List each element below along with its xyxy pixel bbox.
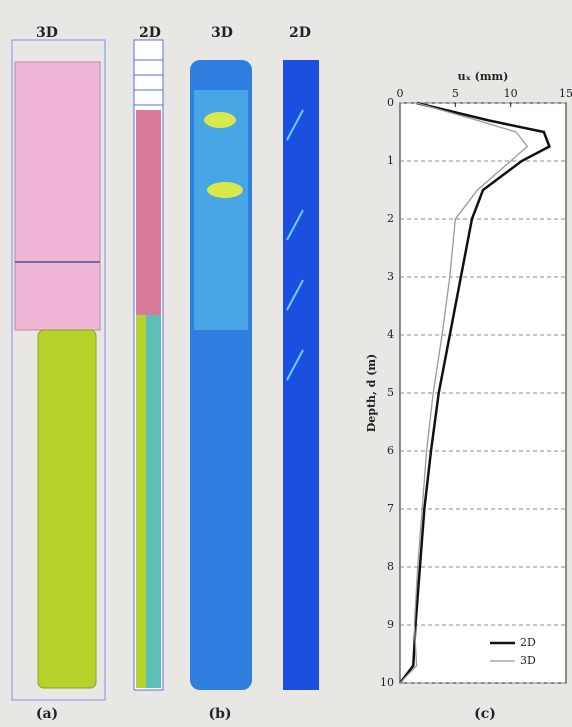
y-tick-label: 10: [380, 676, 394, 689]
x-axis-label: uₓ (mm): [458, 70, 509, 83]
y-tick-label: 7: [387, 502, 394, 515]
legend-label: 3D: [520, 654, 536, 667]
contour-hot: [204, 112, 236, 128]
pile: [38, 330, 96, 688]
panel-label: 3D: [36, 25, 58, 41]
y-tick-label: 6: [387, 444, 394, 457]
mesh-pile-edge: [136, 315, 146, 688]
y-tick-label: 2: [387, 212, 394, 225]
y-tick-label: 3: [387, 270, 394, 283]
x-tick-label: 5: [452, 87, 459, 100]
x-tick-label: 15: [559, 87, 572, 100]
panel-label: 3D: [211, 25, 233, 41]
y-axis-label: Depth, d (m): [365, 354, 378, 433]
y-tick-label: 1: [387, 154, 394, 167]
panel-caption: (a): [36, 706, 58, 722]
panel-label: 2D: [139, 25, 161, 41]
y-tick-label: 8: [387, 560, 394, 573]
legend-label: 2D: [520, 636, 536, 649]
y-tick-label: 0: [387, 96, 394, 109]
contour-hot: [207, 182, 243, 198]
page: 3D 2D 3D 2D (a) (b) (c) 0 1 2 3 4 5 6 7 8 9 10 0 5 10 15 uₓ (m…: [0, 0, 572, 727]
x-tick-label: 10: [504, 87, 518, 100]
y-tick-label: 4: [387, 328, 394, 341]
soil-block: [15, 62, 100, 330]
y-tick-label: 9: [387, 618, 394, 631]
x-tick-label: 0: [397, 87, 404, 100]
panel-label: 2D: [289, 25, 311, 41]
contour-2d: [283, 60, 319, 690]
panel-caption: (b): [208, 706, 231, 722]
y-tick-label: 5: [387, 386, 394, 399]
figure: 3D 2D 3D 2D (a) (b) (c) 0 1 2 3 4 5 6 7 8 9 10 0 5 10 15 uₓ (m…: [0, 0, 572, 727]
mesh-soil: [136, 110, 161, 315]
panel-caption: (c): [474, 706, 496, 722]
